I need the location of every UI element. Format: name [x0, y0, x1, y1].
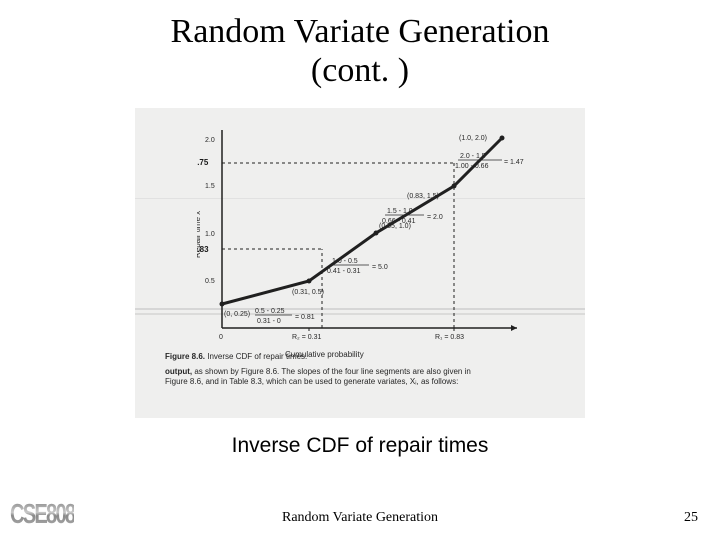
fig-cap-2b: output, — [165, 367, 192, 376]
label-x2: X₂ = 0.83 — [197, 245, 209, 254]
svg-text:0.5 - 0.25: 0.5 - 0.25 — [255, 308, 285, 315]
xtick-r1: R₁ = 0.83 — [435, 334, 464, 341]
anno-4: (1.0, 2.0) — [459, 135, 487, 142]
svg-text:= 0.81: = 0.81 — [295, 314, 315, 321]
fig-num: Figure 8.6. — [165, 352, 205, 361]
knot-1 — [307, 279, 312, 284]
ytick-20: 2.0 — [205, 137, 215, 144]
svg-text:= 5.0: = 5.0 — [372, 264, 388, 271]
ytick-15: 1.5 — [205, 183, 215, 190]
footer: CSE808 Random Variate Generation 25 — [0, 502, 720, 530]
svg-text:0.31 - 0: 0.31 - 0 — [257, 318, 281, 325]
fig-cap-3: Figure 8.6, and in Table 8.3, which can … — [165, 377, 555, 388]
xtick-r2: R₂ = 0.31 — [292, 334, 321, 341]
figure-scan: 0.5 1.0 1.5 2.0 Repair time x X₁ = 1.75 … — [135, 108, 585, 418]
slope-1: 1.0 - 0.5 0.41 - 0.31 = 5.0 — [327, 258, 388, 275]
footer-center: Random Variate Generation — [282, 510, 438, 526]
slide-title: Random Variate Generation (cont. ) — [0, 0, 720, 90]
title-line2: (cont. ) — [311, 52, 409, 89]
svg-text:1.00 - 0.66: 1.00 - 0.66 — [455, 163, 489, 170]
page-number: 25 — [684, 510, 698, 526]
knot-3 — [452, 184, 457, 189]
course-code: CSE808 — [10, 498, 74, 530]
ytick-10: 1.0 — [205, 231, 215, 238]
svg-text:1.0 - 0.5: 1.0 - 0.5 — [332, 258, 358, 265]
svg-text:1.5 - 1.0: 1.5 - 1.0 — [387, 208, 413, 215]
title-line1: Random Variate Generation — [171, 13, 550, 50]
x-arrow — [511, 325, 517, 331]
figure-caption-block: Figure 8.6. Inverse CDF of repair times.… — [165, 352, 555, 388]
knot-2 — [374, 231, 379, 236]
xtick-0: 0 — [219, 334, 223, 341]
chart-svg: 0.5 1.0 1.5 2.0 Repair time x X₁ = 1.75 … — [197, 128, 527, 343]
svg-text:2.0 - 1.5: 2.0 - 1.5 — [460, 153, 486, 160]
knot-4 — [500, 136, 505, 141]
slope-3: 2.0 - 1.5 1.00 - 0.66 = 1.47 — [455, 153, 524, 170]
fig-cap-1: Inverse CDF of repair times. — [207, 352, 307, 361]
anno-0: (0, 0.25) — [224, 311, 250, 318]
anno-1: (0.31, 0.5) — [292, 289, 324, 296]
anno-3: (0.83, 1.5) — [407, 193, 439, 200]
svg-text:0.66 - 0.41: 0.66 - 0.41 — [382, 218, 416, 225]
svg-text:= 2.0: = 2.0 — [427, 214, 443, 221]
slope-0: 0.5 - 0.25 0.31 - 0 = 0.81 — [255, 308, 315, 325]
slope-2: 1.5 - 1.0 0.66 - 0.41 = 2.0 — [382, 208, 443, 225]
ytick-05: 0.5 — [205, 278, 215, 285]
image-caption: Inverse CDF of repair times — [0, 434, 720, 458]
svg-text:= 1.47: = 1.47 — [504, 159, 524, 166]
svg-text:0.41 - 0.31: 0.41 - 0.31 — [327, 268, 361, 275]
label-x1: X₁ = 1.75 — [197, 158, 209, 167]
knot-0 — [220, 302, 225, 307]
